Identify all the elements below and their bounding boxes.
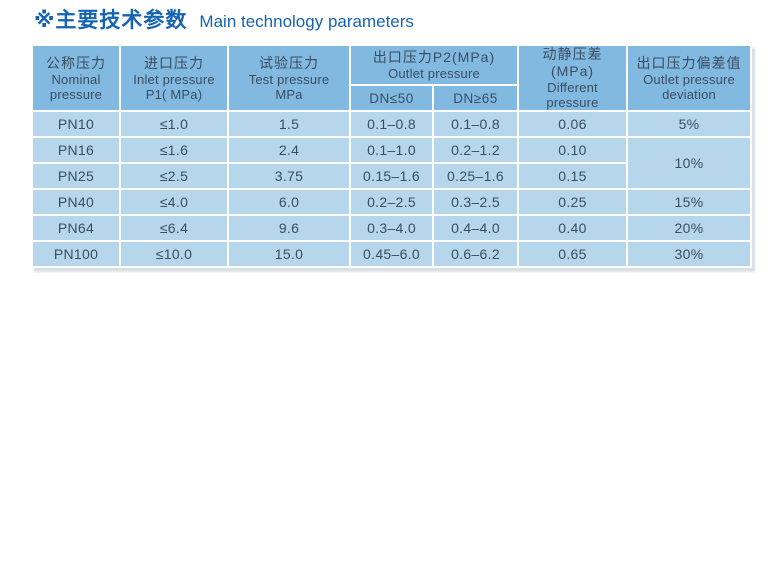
header-nominal-en1: Nominal <box>51 71 101 87</box>
header-inlet-en1: Inlet pressure <box>133 71 215 87</box>
page-title-chinese: ※主要技术参数 <box>34 9 188 32</box>
cell-deviation-merged: 10% <box>626 136 753 190</box>
cell-test: 3.75 <box>227 162 351 190</box>
cell-diff: 0.15 <box>517 162 629 190</box>
cell-inlet: ≤10.0 <box>119 240 229 268</box>
header-test-en1: Test pressure <box>248 71 330 87</box>
cell-test: 6.0 <box>227 188 351 216</box>
cell-diff: 0.06 <box>517 110 629 138</box>
header-test-pressure: 试验压力 Test pressure MPa <box>227 44 351 112</box>
cell-dn65: 0.4–4.0 <box>431 214 520 242</box>
page-title: ※主要技术参数 Main technology parameters <box>34 4 414 34</box>
header-nominal-pressure: 公称压力 Nominal pressure <box>31 44 121 112</box>
header-dn50: DN≤50 <box>349 84 434 112</box>
cell-dn65: 0.6–6.2 <box>431 240 520 268</box>
header-inlet-cn: 进口压力 <box>144 54 204 71</box>
header-dn65: DN≥65 <box>431 84 520 112</box>
table-row-pn64: PN64 ≤6.4 9.6 0.3–4.0 0.4–4.0 0.40 20% <box>31 214 753 242</box>
header-inlet-pressure: 进口压力 Inlet pressure P1( MPa) <box>119 44 229 112</box>
cell-dn50: 0.15–1.6 <box>349 162 434 190</box>
cell-dn65: 0.25–1.6 <box>431 162 520 190</box>
header-nominal-en2: pressure <box>49 86 103 102</box>
table-row-pn16: PN16 ≤1.6 2.4 0.1–1.0 0.2–1.2 0.10 10% <box>31 136 753 190</box>
table-header-row-top: 公称压力 Nominal pressure 进口压力 Inlet pressur… <box>31 44 753 112</box>
cell-deviation: 30% <box>626 240 753 268</box>
header-deviation-cn: 出口压力偏差值 <box>636 54 742 71</box>
cell-nominal: PN64 <box>31 214 121 242</box>
cell-nominal: PN40 <box>31 188 121 216</box>
cell-diff: 0.40 <box>517 214 629 242</box>
header-outlet-deviation: 出口压力偏差值 Outlet pressure deviation <box>626 44 753 112</box>
table-header-row-sub: DN≤50 DN≥65 <box>32 84 751 112</box>
cell-deviation: 15% <box>626 188 753 216</box>
cell-dn50: 0.3–4.0 <box>349 214 434 242</box>
header-diff-en2: pressure <box>546 95 599 110</box>
table-row-pn25: PN25 ≤2.5 3.75 0.15–1.6 0.25–1.6 0.15 <box>31 162 751 190</box>
cell-deviation: 5% <box>626 110 753 138</box>
table-row-pn100: PN100 ≤10.0 15.0 0.45–6.0 0.6–6.2 0.65 3… <box>31 240 753 268</box>
cell-dn50: 0.1–1.0 <box>349 136 434 164</box>
cell-test: 15.0 <box>227 240 351 268</box>
header-nominal-cn: 公称压力 <box>46 54 106 71</box>
technology-parameters-table: 公称压力 Nominal pressure 进口压力 Inlet pressur… <box>31 44 753 268</box>
header-test-cn: 试验压力 <box>259 54 319 71</box>
cell-inlet: ≤1.0 <box>119 110 229 138</box>
header-deviation-en1: Outlet pressure <box>643 71 735 87</box>
cell-inlet: ≤1.6 <box>119 136 229 164</box>
table-row-pn10: PN10 ≤1.0 1.5 0.1–0.8 0.1–0.8 0.06 5% <box>31 110 753 138</box>
header-inlet-en2: P1( MPa) <box>145 86 203 102</box>
cell-nominal: PN16 <box>31 136 121 164</box>
cell-deviation: 20% <box>626 214 753 242</box>
cell-diff: 0.25 <box>517 188 629 216</box>
header-outlet-pressure-group: 出口压力P2(MPa) Outlet pressure <box>348 44 520 86</box>
page-title-english: Main technology parameters <box>199 12 414 31</box>
header-deviation-en2: deviation <box>662 86 716 102</box>
cell-diff: 0.65 <box>517 240 629 268</box>
cell-dn50: 0.45–6.0 <box>349 240 434 268</box>
cell-dn65: 0.1–0.8 <box>431 110 520 138</box>
header-outlet-en1: Outlet pressure <box>388 66 480 81</box>
cell-dn65: 0.2–1.2 <box>431 136 520 164</box>
cell-test: 2.4 <box>227 136 351 164</box>
header-diff-en1: Different <box>547 80 598 95</box>
cell-inlet: ≤4.0 <box>119 188 229 216</box>
cell-nominal: PN100 <box>31 240 121 268</box>
table-row-pn40: PN40 ≤4.0 6.0 0.2–2.5 0.3–2.5 0.25 15% <box>31 188 753 216</box>
header-outlet-cn: 出口压力P2(MPa) <box>372 49 496 65</box>
cell-inlet: ≤2.5 <box>119 162 229 190</box>
cell-diff: 0.10 <box>517 136 629 164</box>
cell-dn50: 0.1–0.8 <box>349 110 434 138</box>
header-test-en2: MPa <box>275 86 303 102</box>
cell-dn50: 0.2–2.5 <box>349 188 434 216</box>
cell-inlet: ≤6.4 <box>119 214 229 242</box>
header-different-pressure: 动静压差(MPa) Different pressure <box>517 44 629 112</box>
header-diff-cn: 动静压差(MPa) <box>542 46 603 79</box>
cell-test: 9.6 <box>227 214 351 242</box>
cell-nominal: PN10 <box>31 110 121 138</box>
cell-dn65: 0.3–2.5 <box>431 188 520 216</box>
cell-nominal: PN25 <box>31 162 121 190</box>
cell-test: 1.5 <box>227 110 351 138</box>
